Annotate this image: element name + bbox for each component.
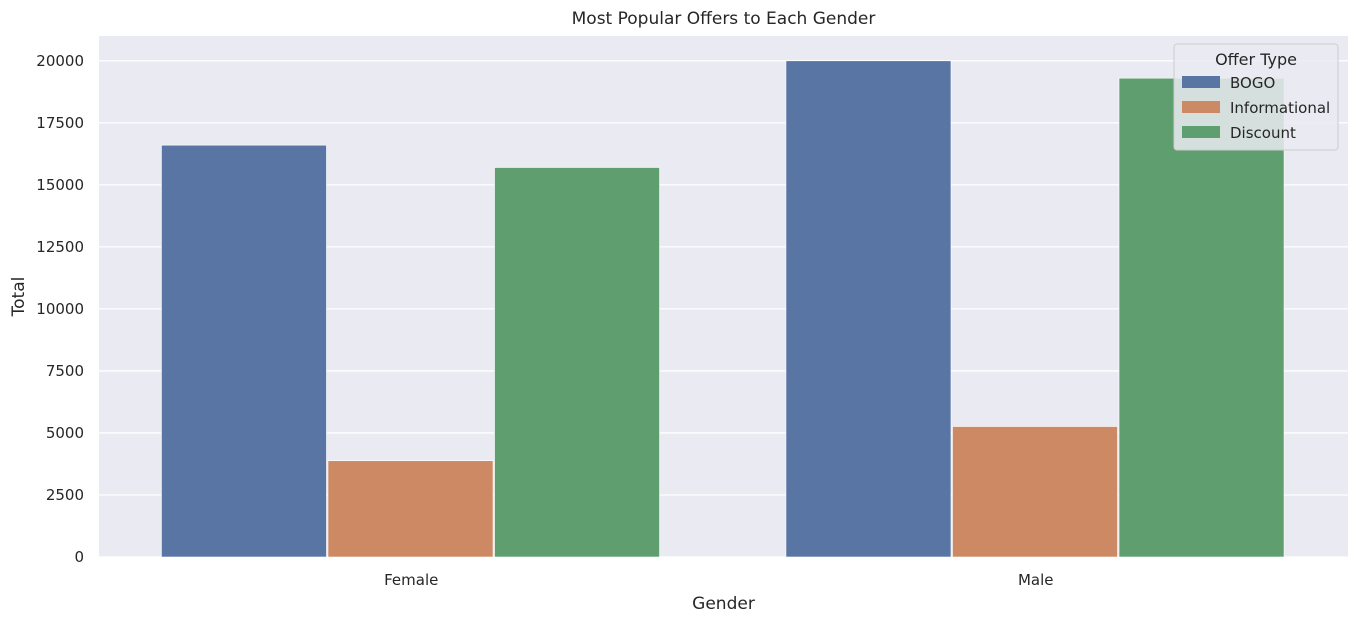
y-tick-label: 17500 [36,114,84,132]
y-tick-label: 15000 [36,176,84,194]
legend-title: Offer Type [1215,50,1297,69]
y-tick-label: 12500 [36,238,84,256]
y-tick-label: 5000 [46,424,84,442]
legend-swatch [1182,126,1220,138]
y-tick-label: 10000 [36,300,84,318]
y-axis-ticks: 0 2500 5000 7500 10000 12500 15000 17500 20000 [36,52,84,566]
legend-label: Informational [1230,99,1330,117]
legend-label: Discount [1230,124,1296,142]
legend-swatch [1182,101,1220,113]
y-axis-label: Total [9,277,29,318]
legend-swatch [1182,76,1220,88]
x-tick-label: Female [384,571,438,589]
bar-bogo-male [786,61,951,557]
bar-informational-male [952,427,1117,557]
y-tick-label: 2500 [46,486,84,504]
legend: Offer Type BOGO Informational Discount [1174,44,1338,150]
x-axis-ticks: Female Male [384,571,1053,589]
chart-title: Most Popular Offers to Each Gender [572,9,876,29]
bar-bogo-female [161,145,326,557]
legend-label: BOGO [1230,74,1275,92]
x-axis-label: Gender [692,594,755,614]
y-tick-label: 0 [74,548,84,566]
x-tick-label: Male [1018,571,1054,589]
y-tick-label: 20000 [36,52,84,70]
bar-informational-female [328,461,493,557]
y-tick-label: 7500 [46,362,84,380]
bar-discount-female [495,167,660,557]
